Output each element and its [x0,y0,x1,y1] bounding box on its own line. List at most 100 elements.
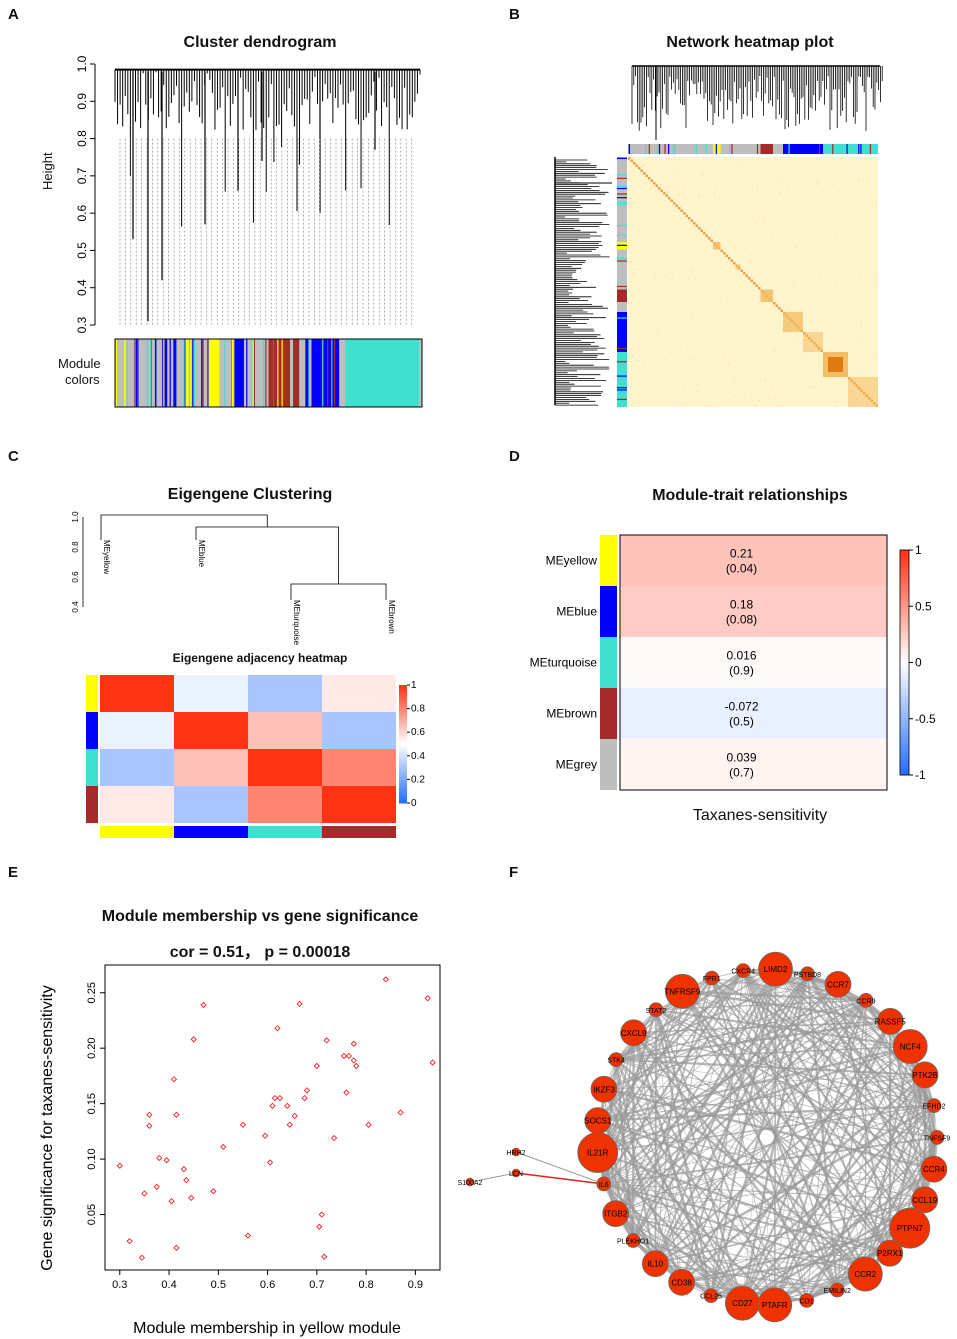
b-top-stripe [818,144,821,154]
b-heatmap-noise [630,199,632,201]
f-edge [596,990,684,1153]
f-edge-s100a2 [469,1172,517,1183]
b-heatmap-noise [872,204,874,206]
f-edge [597,970,744,1154]
b-heatmap-noise [797,225,799,227]
b-heatmap-noise [861,333,863,335]
f-edge [655,1009,935,1170]
d-colorbar-segment [900,769,909,773]
c-heat-cell [248,675,322,712]
b-heatmap-noise [757,248,759,250]
b-heatmap-noise [738,287,740,289]
e-xtick-label: 0.3 [112,1279,127,1291]
a-module-stripe [277,339,279,407]
d-row-label: MEblue [556,605,597,619]
a-module-color [125,339,155,407]
b-diagonal [640,169,643,172]
b-top-stripe [853,144,855,154]
f-edge [597,1074,926,1122]
c-colorbar-segment [399,753,407,757]
e-data-point [345,1052,352,1060]
d-colorbar-segment [900,623,909,627]
d-colorbar-label: -0.5 [915,712,936,726]
b-top-stripe [628,144,631,154]
d-frame [619,534,888,791]
b-heatmap-noise [628,302,630,304]
f-edge [654,1009,744,1304]
c-colorbar-segment [399,767,407,771]
panel-c-title: Eigengene Clustering [167,486,333,503]
b-diagonal [755,284,758,287]
b-heatmap-noise [848,343,850,345]
c-colorbar-segment [399,751,407,755]
b-left-stripe [617,389,627,391]
f-edge [743,970,926,1076]
c-colorbar-segment [399,785,407,788]
f-edge [654,978,713,1264]
b-heatmap-noise [836,400,838,402]
b-heatmap-noise [828,174,830,176]
d-colorbar-segment [900,550,909,554]
b-heatmap-noise [723,355,726,357]
b-top-stripe [715,144,717,154]
f-node-label: CCR4 [923,1165,945,1174]
e-data-point [291,1112,298,1119]
f-edge [616,1059,935,1106]
f-edge [742,970,808,1301]
c-merge-turq-brown [290,583,387,600]
c-colorbar-segment [399,702,407,706]
cluster-dendrogram: 0.3 0.4 0.5 0.6 0.7 0.8 0.9 1.0 [75,55,423,408]
b-heatmap-noise [655,202,657,204]
b-heatmap-noise [711,389,713,391]
d-colorbar-segment [900,670,909,675]
b-heatmap-noise [675,185,678,188]
b-diagonal [665,194,668,197]
b-diagonal [673,202,676,205]
b-heatmap-noise [701,173,703,175]
a-module-color [194,339,208,407]
c-colorbar-segment [399,789,407,792]
c-colorbar-segment [399,777,407,780]
c-colorbar-segment [399,724,407,727]
b-heatmap-noise [697,390,699,393]
d-colorbar-segment [900,738,909,742]
b-heatmap-noise [714,335,717,338]
b-heatmap-noise [765,379,767,381]
a-module-stripe [263,339,265,407]
d-colorbar-segment [900,682,909,686]
b-heatmap-noise [698,194,700,196]
b-heatmap-noise [628,261,630,264]
c-colorbar-segment [399,738,407,741]
a-module-color [124,339,126,407]
b-heatmap-noise [683,186,685,188]
b-left-colorbar [617,249,627,290]
b-diagonal [723,252,726,255]
b-heatmap-noise [676,166,678,168]
b-heatmap-noise [835,305,837,308]
c-colorbar-segment [399,694,407,698]
b-heatmap-noise [751,185,753,188]
a-module-stripe [202,339,204,407]
b-top-colorbar [720,144,761,154]
f-edge [681,990,891,1254]
b-heatmap-noise [787,308,789,310]
b-heatmap-noise [860,165,863,167]
f-node [758,951,793,987]
b-heatmap-noise [639,348,641,350]
f-node [858,992,874,1008]
e-data-point [266,1159,274,1166]
c-row-color [86,786,98,823]
a-module-color [185,339,189,407]
b-heatmap-noise [787,351,790,353]
b-top-colorbar [760,144,773,154]
b-heatmap-noise [819,214,822,216]
b-heatmap-noise [755,222,757,224]
f-edge [742,969,935,1171]
d-colorbar-segment [900,569,909,573]
c-colorbar-segment [399,755,407,759]
c-colorbar-segment [399,690,407,694]
e-xtick-label: 0.4 [161,1279,176,1291]
a-module-stripe [327,339,329,407]
b-heatmap-noise [820,323,822,325]
b-heatmap-noise [696,383,698,386]
